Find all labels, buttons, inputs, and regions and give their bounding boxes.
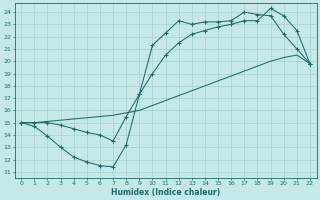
X-axis label: Humidex (Indice chaleur): Humidex (Indice chaleur) (111, 188, 220, 197)
